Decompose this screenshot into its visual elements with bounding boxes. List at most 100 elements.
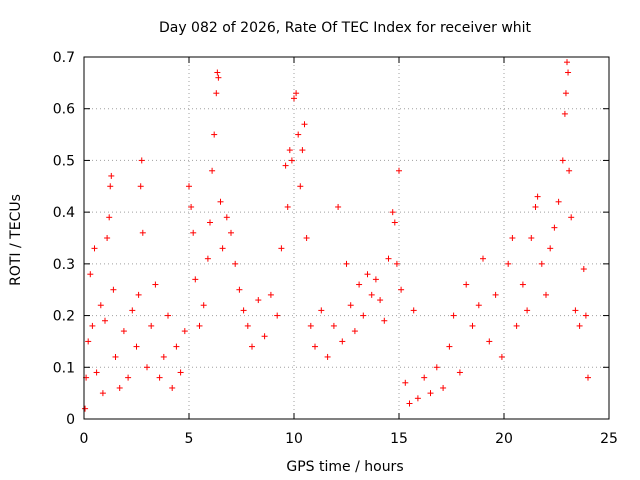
data-point xyxy=(561,110,568,117)
data-point xyxy=(532,203,539,210)
grid-lines xyxy=(84,57,609,419)
data-point xyxy=(393,260,400,267)
data-point xyxy=(207,219,213,226)
data-point xyxy=(414,395,421,402)
data-point xyxy=(267,291,274,298)
data-point xyxy=(181,328,188,335)
data-point xyxy=(249,343,255,350)
data-point xyxy=(293,90,300,97)
y-tick-label: 0.4 xyxy=(53,205,75,221)
data-point xyxy=(223,214,230,221)
data-point xyxy=(528,235,535,241)
data-point xyxy=(440,384,447,391)
data-point xyxy=(421,374,428,381)
data-point xyxy=(286,147,293,154)
data-point xyxy=(555,198,562,205)
y-axis-label: ROTI / TECUs xyxy=(8,194,24,286)
data-point xyxy=(282,162,289,169)
data-point xyxy=(217,198,224,205)
data-point xyxy=(85,338,92,345)
data-point xyxy=(232,260,239,267)
data-point xyxy=(190,229,197,236)
data-point xyxy=(564,59,570,66)
data-point xyxy=(562,90,569,97)
x-tick-label: 25 xyxy=(600,431,618,447)
data-point xyxy=(480,255,486,262)
x-tick-label: 10 xyxy=(285,431,303,447)
data-point xyxy=(192,276,199,283)
data-point xyxy=(335,203,342,210)
data-point xyxy=(148,322,155,329)
data-point xyxy=(410,307,417,314)
data-point xyxy=(215,74,222,81)
data-point xyxy=(372,276,379,283)
data-point xyxy=(82,405,89,412)
data-point xyxy=(169,384,176,391)
data-point xyxy=(219,245,226,252)
y-tick-label: 0.5 xyxy=(53,153,75,169)
data-point xyxy=(213,90,220,97)
data-point xyxy=(255,297,262,304)
data-point xyxy=(129,307,136,314)
data-point xyxy=(278,245,285,252)
data-point xyxy=(543,291,549,298)
data-point xyxy=(261,333,268,340)
data-point xyxy=(186,183,192,190)
data-point xyxy=(377,297,384,304)
data-point xyxy=(519,281,526,288)
plot-frame xyxy=(83,56,610,420)
data-point xyxy=(456,369,463,376)
data-point xyxy=(102,317,108,324)
data-point xyxy=(566,167,573,174)
data-point xyxy=(116,384,123,391)
data-point xyxy=(91,245,98,252)
data-point xyxy=(104,235,111,241)
data-point xyxy=(236,286,243,293)
y-tick-label: 0.1 xyxy=(53,360,75,376)
data-point xyxy=(360,312,367,319)
data-point xyxy=(291,95,297,102)
data-point xyxy=(244,322,251,329)
data-point xyxy=(200,302,207,309)
data-point xyxy=(108,172,115,179)
data-point xyxy=(307,322,314,329)
data-point xyxy=(107,183,114,190)
data-point xyxy=(406,400,413,407)
data-point xyxy=(351,328,358,335)
data-point xyxy=(568,214,575,221)
data-point xyxy=(538,260,545,267)
data-point xyxy=(97,302,104,309)
data-point xyxy=(463,281,470,288)
data-point xyxy=(301,121,308,128)
y-tick-label: 0.6 xyxy=(53,102,75,118)
data-point xyxy=(492,291,499,298)
data-point xyxy=(368,291,375,298)
data-point xyxy=(137,183,144,190)
data-point xyxy=(99,390,106,397)
data-point xyxy=(135,291,142,298)
y-tick-label: 0 xyxy=(66,412,75,428)
data-point xyxy=(559,157,566,164)
data-point xyxy=(450,312,457,319)
data-point xyxy=(165,312,171,319)
data-point xyxy=(160,353,167,360)
x-tick-label: 0 xyxy=(80,431,89,447)
data-point xyxy=(347,302,354,309)
data-point xyxy=(284,203,291,210)
data-point xyxy=(139,229,146,236)
data-point xyxy=(396,167,402,174)
data-point xyxy=(391,219,398,226)
x-tick-label: 20 xyxy=(495,431,513,447)
data-point xyxy=(274,312,281,319)
x-tick-label: 15 xyxy=(390,431,408,447)
data-point xyxy=(427,390,434,397)
data-point xyxy=(112,353,119,360)
data-point xyxy=(209,167,216,174)
data-point xyxy=(582,312,589,319)
data-point xyxy=(585,374,591,381)
data-point xyxy=(156,374,163,381)
data-point xyxy=(402,379,409,386)
data-point xyxy=(211,131,218,138)
data-point xyxy=(299,147,306,154)
data-point xyxy=(534,193,541,200)
